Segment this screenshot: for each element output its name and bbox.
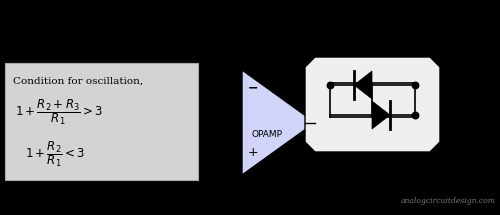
Polygon shape bbox=[372, 101, 390, 129]
Text: $1 + \dfrac{R_2 + R_3}{R_1} > 3$: $1 + \dfrac{R_2 + R_3}{R_1} > 3$ bbox=[15, 97, 103, 127]
Text: $1 + \dfrac{R_2}{R_1} < 3$: $1 + \dfrac{R_2}{R_1} < 3$ bbox=[25, 139, 85, 169]
Polygon shape bbox=[354, 71, 372, 99]
Text: +: + bbox=[248, 146, 258, 160]
Text: OPAMP: OPAMP bbox=[252, 130, 283, 139]
Point bbox=[411, 83, 419, 87]
Point bbox=[326, 83, 334, 87]
Polygon shape bbox=[242, 70, 315, 175]
Text: Condition for oscillation,: Condition for oscillation, bbox=[13, 77, 143, 86]
FancyBboxPatch shape bbox=[5, 63, 198, 180]
Text: −: − bbox=[248, 81, 258, 95]
Text: analogcircuitdesign.com: analogcircuitdesign.com bbox=[401, 197, 496, 205]
Point bbox=[411, 113, 419, 117]
Polygon shape bbox=[305, 57, 440, 152]
